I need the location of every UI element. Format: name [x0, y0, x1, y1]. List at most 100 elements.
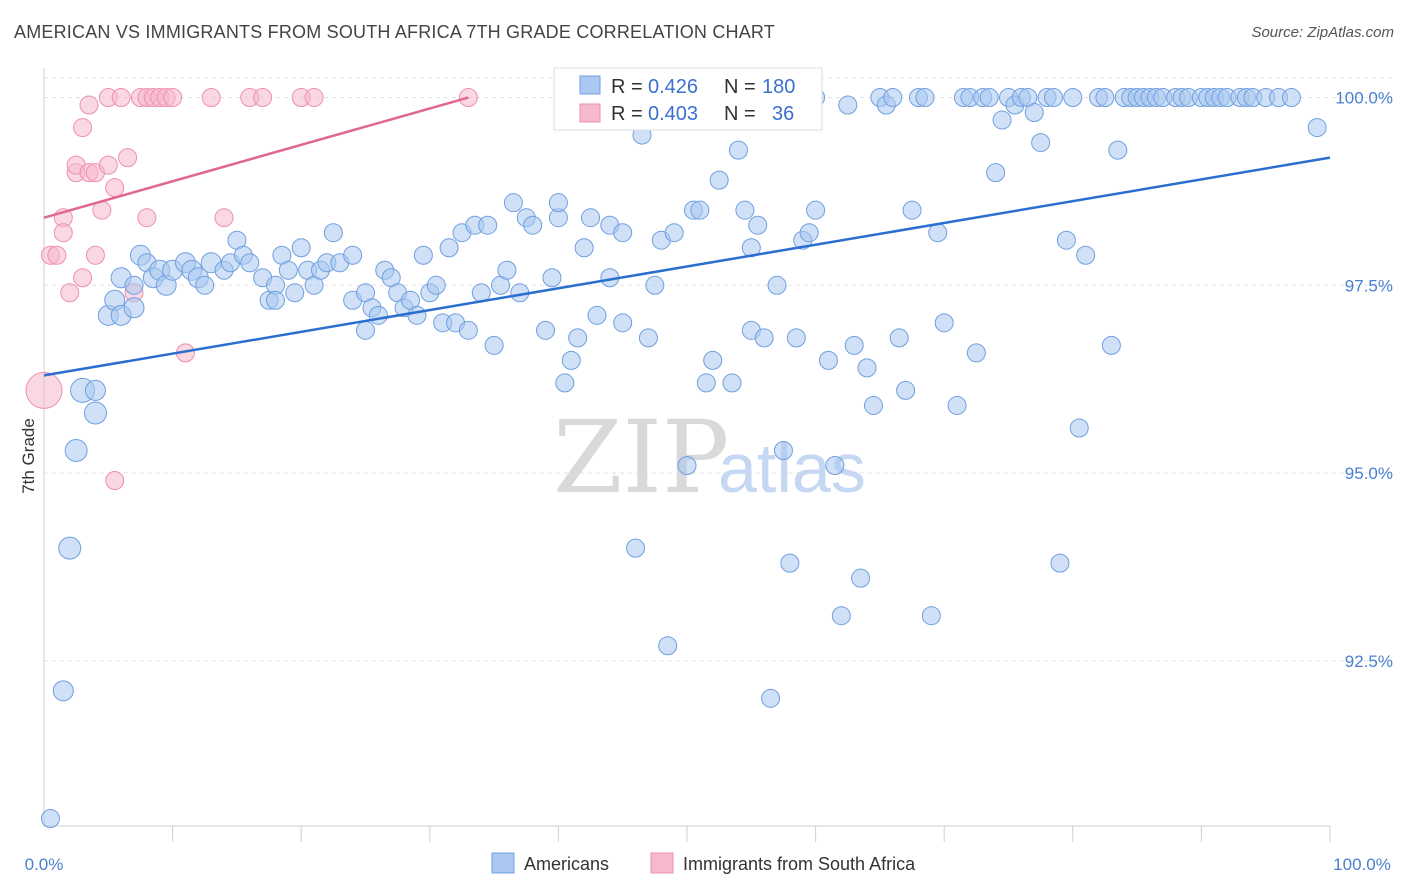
point-americans [844, 335, 864, 355]
point-americans [58, 536, 82, 560]
point-immigrants [73, 118, 93, 138]
point-americans [1281, 88, 1301, 108]
point-americans [368, 305, 388, 325]
point-americans [536, 320, 556, 340]
point-americans [658, 636, 678, 656]
watermark: ZIP atlas [553, 399, 866, 516]
point-americans [735, 200, 755, 220]
point-americans [285, 283, 305, 303]
point-americans [484, 335, 504, 355]
point-americans [587, 305, 607, 325]
legend-n-label-immigrants: N = [724, 103, 756, 125]
point-americans [1095, 88, 1115, 108]
y-tick-label: 95.0% [1345, 464, 1393, 483]
point-immigrants [214, 208, 234, 228]
point-americans [709, 170, 729, 190]
point-americans [1108, 140, 1128, 160]
legend: R = 0.426 N = 180 R = 0.403 N = 36 [553, 67, 823, 131]
point-americans [1307, 118, 1327, 138]
legend-swatch-americans [579, 75, 601, 95]
point-americans [240, 253, 260, 273]
point-americans [613, 313, 633, 333]
watermark-zip: ZIP [553, 399, 729, 516]
y-tick-label: 97.5% [1345, 276, 1393, 295]
point-americans [343, 245, 363, 265]
point-americans [728, 140, 748, 160]
point-americans [857, 358, 877, 378]
point-americans [478, 215, 498, 235]
point-americans [1063, 88, 1083, 108]
point-americans [523, 215, 543, 235]
point-immigrants [163, 88, 183, 108]
point-americans [1044, 88, 1064, 108]
point-americans [818, 350, 838, 370]
series-americans-points [40, 88, 1327, 828]
point-americans [574, 238, 594, 258]
point-americans [921, 606, 941, 626]
point-americans [1024, 103, 1044, 123]
point-americans [439, 238, 459, 258]
point-americans [458, 320, 478, 340]
point-americans [626, 538, 646, 558]
point-americans [568, 328, 588, 348]
point-americans [40, 808, 60, 828]
bottom-legend-label-immigrants: Immigrants from South Africa [683, 854, 916, 874]
point-americans [902, 200, 922, 220]
point-americans [407, 305, 427, 325]
trend-lines [43, 96, 1331, 377]
legend-r-value-immigrants: 0.403 [648, 103, 698, 125]
point-americans [986, 163, 1006, 183]
point-americans [748, 215, 768, 235]
point-americans [773, 441, 793, 460]
point-americans [497, 260, 517, 280]
point-americans [979, 88, 999, 108]
point-americans [915, 88, 935, 108]
legend-n-value-immigrants: 36 [772, 103, 794, 125]
point-americans [548, 193, 568, 213]
point-americans [426, 275, 446, 295]
point-immigrants [201, 88, 221, 108]
point-americans [561, 350, 581, 370]
point-americans [52, 680, 74, 702]
point-americans [64, 439, 88, 462]
legend-n-label-americans: N = [724, 76, 756, 98]
legend-r-label-americans: R = [611, 76, 643, 98]
point-americans [1069, 418, 1089, 438]
point-americans [356, 320, 375, 340]
point-americans [863, 395, 883, 415]
point-americans [83, 401, 107, 425]
point-immigrants [304, 88, 324, 108]
point-americans [934, 313, 954, 333]
point-americans [265, 290, 285, 310]
legend-swatch-immigrants [579, 103, 601, 123]
point-americans [947, 395, 967, 415]
bottom-legend-swatch-immigrants [650, 852, 674, 874]
point-americans [928, 223, 948, 243]
point-americans [690, 200, 710, 220]
point-immigrants [85, 245, 105, 265]
point-americans [851, 568, 871, 588]
point-americans [613, 223, 633, 243]
point-americans [638, 328, 658, 348]
point-americans [1101, 335, 1121, 355]
point-americans [1031, 133, 1051, 153]
point-americans [124, 275, 144, 295]
bottom-legend: Americans Immigrants from South Africa [491, 852, 916, 874]
point-americans [799, 223, 819, 243]
point-americans [767, 275, 787, 295]
axes [43, 68, 1331, 842]
point-americans [1050, 553, 1070, 573]
point-americans [555, 373, 575, 393]
point-americans [645, 275, 665, 295]
point-americans [278, 260, 298, 280]
point-immigrants [60, 283, 80, 303]
point-americans [786, 328, 806, 348]
axis-ticks: 92.5% 95.0% 97.5% 100.0% 0.0% 100.0% [25, 89, 1393, 874]
point-immigrants [137, 208, 157, 228]
point-immigrants [105, 178, 125, 198]
x-tick-label: 0.0% [25, 855, 64, 874]
trend-line-americans [43, 156, 1331, 377]
point-americans [703, 350, 723, 370]
chart-title: AMERICAN VS IMMIGRANTS FROM SOUTH AFRICA… [14, 22, 776, 42]
